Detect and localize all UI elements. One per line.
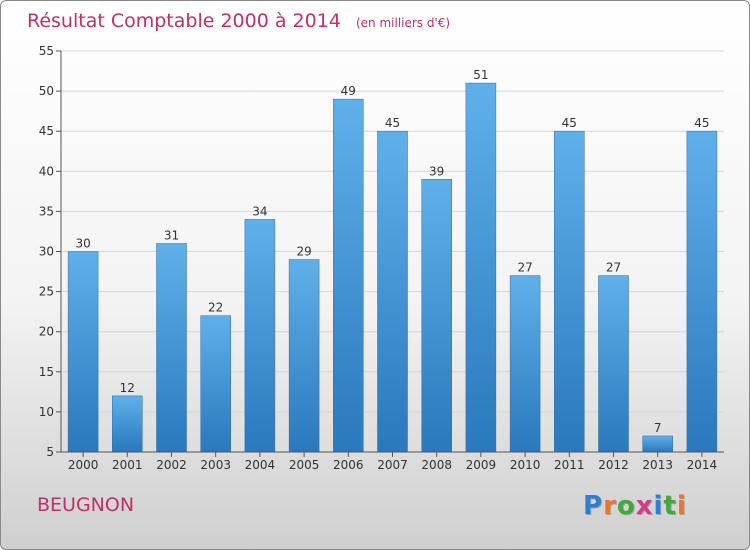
bar-value-label: 49 bbox=[341, 84, 356, 98]
bar-2012 bbox=[598, 275, 629, 453]
bar-2014 bbox=[686, 130, 718, 453]
y-tick-label: 5 bbox=[46, 445, 54, 459]
logo-letter: t bbox=[663, 491, 677, 521]
bar-2004 bbox=[244, 219, 276, 453]
bar-value-label: 29 bbox=[296, 245, 311, 259]
bar-value-label: 45 bbox=[385, 116, 400, 130]
bar-value-labels: 30 12 31 22 34 29 49 45 39 51 27 45 27 7 45 bbox=[75, 68, 709, 435]
axes bbox=[60, 51, 724, 453]
place-name: BEUGNON bbox=[37, 494, 135, 516]
bar-2011 bbox=[554, 130, 585, 453]
bar-value-label: 34 bbox=[252, 204, 267, 218]
bar-value-label: 22 bbox=[208, 301, 223, 315]
x-tick-label: 2009 bbox=[466, 458, 497, 472]
bar-2003 bbox=[200, 315, 231, 453]
bar-2006 bbox=[333, 98, 364, 453]
y-tick-label: 20 bbox=[39, 325, 54, 339]
bar-2000 bbox=[67, 251, 99, 453]
x-tick-label: 2010 bbox=[510, 458, 541, 472]
bar-value-label: 12 bbox=[120, 381, 135, 395]
y-tick-label: 55 bbox=[39, 44, 54, 58]
logo-letter: x bbox=[635, 491, 654, 521]
logo-letter: o bbox=[616, 491, 636, 521]
bar-value-label: 51 bbox=[473, 68, 488, 82]
x-tick-label: 2001 bbox=[112, 458, 143, 472]
bar-2001 bbox=[112, 395, 143, 453]
bar-value-label: 27 bbox=[606, 261, 621, 275]
chart-subtitle: (en milliers d'€) bbox=[356, 16, 450, 30]
bar-value-label: 27 bbox=[517, 261, 532, 275]
x-tick-label: 2005 bbox=[289, 458, 320, 472]
bars bbox=[67, 82, 718, 453]
x-axis-tick-labels: 2000 2001 2002 2003 2004 2005 2006 2007 2008 2009… bbox=[68, 452, 717, 472]
chart-title-main: Résultat Comptable 2000 à 2014 bbox=[27, 10, 341, 32]
y-axis-tick-labels: 5 10 15 20 25 30 35 40 45 50 55 bbox=[39, 44, 61, 459]
y-tick-label: 30 bbox=[39, 245, 54, 259]
x-tick-label: 2014 bbox=[687, 458, 718, 472]
logo-letter: r bbox=[603, 491, 617, 521]
chart-title: Résultat Comptable 2000 à 2014 (en milli… bbox=[27, 10, 450, 32]
x-tick-label: 2012 bbox=[598, 458, 629, 472]
bar-value-label: 30 bbox=[75, 237, 90, 251]
x-tick-label: 2003 bbox=[200, 458, 231, 472]
bar-value-label: 39 bbox=[429, 164, 444, 178]
bar-value-label: 7 bbox=[654, 421, 662, 435]
y-tick-label: 50 bbox=[39, 84, 54, 98]
logo-letter: i bbox=[653, 491, 664, 521]
x-tick-label: 2008 bbox=[421, 458, 452, 472]
bar-value-label: 45 bbox=[562, 116, 577, 130]
bar-2002 bbox=[156, 243, 187, 453]
bar-value-label: 45 bbox=[694, 116, 709, 130]
logo-letter: i bbox=[676, 491, 687, 521]
bar-2007 bbox=[377, 130, 408, 453]
bar-2005 bbox=[288, 259, 320, 453]
bar-2013 bbox=[642, 435, 673, 453]
y-tick-label: 40 bbox=[39, 164, 54, 178]
proxiti-logo: Proxiti bbox=[583, 491, 687, 521]
x-tick-label: 2013 bbox=[642, 458, 673, 472]
bar-2009 bbox=[465, 82, 497, 453]
y-tick-label: 10 bbox=[39, 405, 54, 419]
logo-letter: P bbox=[583, 491, 604, 521]
y-tick-label: 45 bbox=[39, 124, 54, 138]
y-tick-label: 15 bbox=[39, 365, 54, 379]
bar-value-label: 31 bbox=[164, 228, 179, 242]
x-tick-label: 2006 bbox=[333, 458, 364, 472]
bar-2010 bbox=[509, 275, 541, 453]
x-tick-label: 2002 bbox=[156, 458, 187, 472]
x-tick-label: 2011 bbox=[554, 458, 585, 472]
y-tick-label: 25 bbox=[39, 285, 54, 299]
x-tick-label: 2004 bbox=[245, 458, 276, 472]
bar-2008 bbox=[421, 179, 452, 453]
x-tick-label: 2000 bbox=[68, 458, 99, 472]
y-tick-label: 35 bbox=[39, 204, 54, 218]
x-tick-label: 2007 bbox=[377, 458, 408, 472]
